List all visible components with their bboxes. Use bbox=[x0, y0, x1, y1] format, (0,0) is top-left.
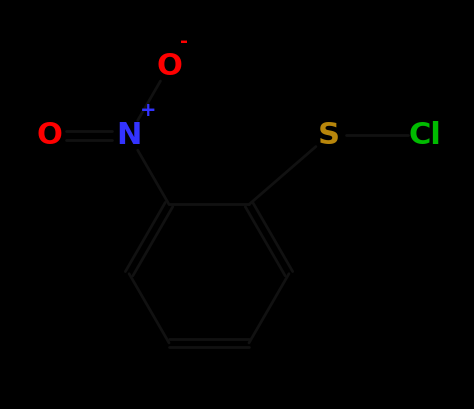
Text: N: N bbox=[117, 121, 142, 150]
Text: Cl: Cl bbox=[409, 121, 441, 150]
Text: O: O bbox=[156, 52, 182, 81]
Text: -: - bbox=[180, 32, 188, 51]
Text: O: O bbox=[36, 121, 62, 150]
Text: S: S bbox=[318, 121, 340, 150]
Text: +: + bbox=[139, 101, 156, 120]
